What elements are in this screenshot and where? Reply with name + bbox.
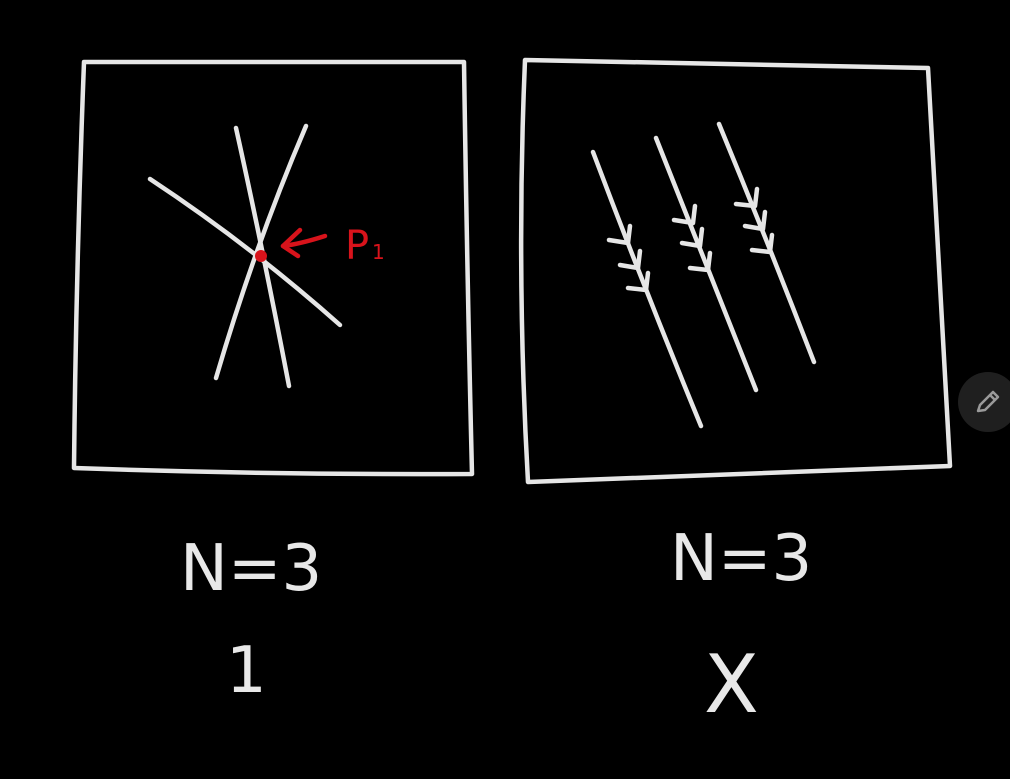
left-panel: P 1 N=3 1 [71, 59, 475, 708]
left-panel-frame [71, 59, 475, 477]
parallel-line-3 [716, 121, 817, 365]
parallel-marks-3 [733, 186, 775, 255]
point-label: P [345, 223, 369, 269]
right-panel: N=3 X [518, 57, 953, 731]
left-answer: 1 [226, 634, 267, 708]
point-subscript: 1 [372, 240, 385, 264]
right-n-label: N=3 [670, 522, 812, 596]
intersection-point [255, 250, 267, 262]
parallel-marks-2 [671, 203, 713, 273]
left-n-label: N=3 [180, 532, 322, 606]
pen-tool-button[interactable] [958, 372, 1010, 432]
pencil-icon [976, 390, 1000, 413]
right-answer-cross: X [704, 638, 759, 731]
parallel-line-2 [653, 135, 759, 393]
parallel-marks-1 [606, 223, 651, 293]
arrow-head [280, 227, 303, 259]
left-line-1 [147, 176, 343, 328]
right-panel-frame [518, 57, 953, 485]
left-line-3 [213, 123, 309, 381]
